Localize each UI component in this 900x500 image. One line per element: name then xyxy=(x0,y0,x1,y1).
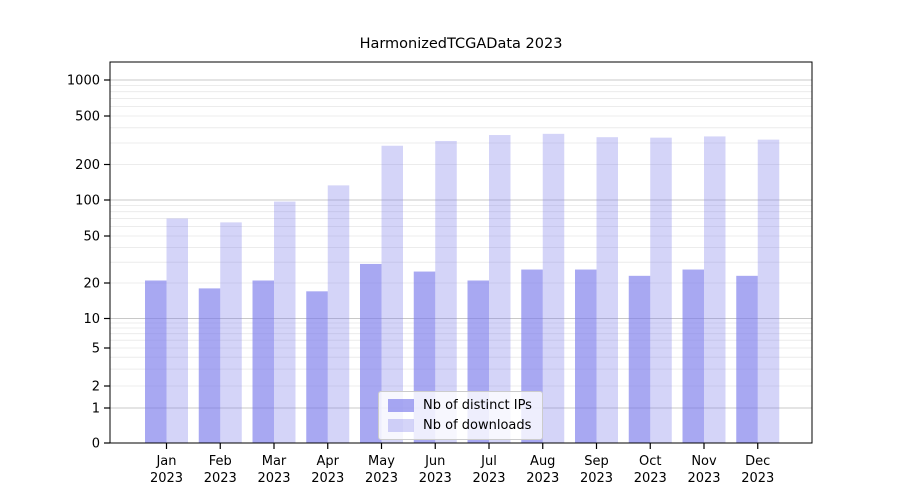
x-tick-label-month: Aug xyxy=(530,454,555,469)
legend: Nb of distinct IPs Nb of downloads xyxy=(378,391,543,440)
plot-border xyxy=(109,61,813,444)
bar-nb-of-downloads-aug xyxy=(542,133,565,443)
y-tick-label: 10 xyxy=(83,312,100,327)
y-tick-label: 1 xyxy=(92,402,100,417)
x-tick-label-month: Sep xyxy=(584,454,609,469)
x-tick-label-year: 2023 xyxy=(634,471,667,486)
bar-nb-of-downloads-oct xyxy=(650,137,672,443)
bar-nb-of-downloads-sep xyxy=(596,137,618,443)
y-tick-label: 2 xyxy=(92,380,100,395)
bar-nb-of-downloads-feb xyxy=(220,222,242,443)
x-tick-label-month: Jun xyxy=(424,454,445,469)
x-tick-label-month: Oct xyxy=(639,454,661,469)
bar-nb-of-downloads-nov xyxy=(704,136,726,443)
y-tick-label: 20 xyxy=(83,277,100,292)
bar-nb-of-distinct-ips-sep xyxy=(575,269,597,443)
x-tick-label-year: 2023 xyxy=(741,471,774,486)
bar-nb-of-distinct-ips-jan xyxy=(145,280,167,443)
bar-nb-of-downloads-jul xyxy=(489,135,511,444)
x-tick-label-year: 2023 xyxy=(419,471,452,486)
x-tick-label-year: 2023 xyxy=(687,471,720,486)
bar-nb-of-downloads-jan xyxy=(166,218,188,443)
y-tick-label: 5 xyxy=(92,342,100,357)
bar-nb-of-downloads-may xyxy=(381,145,403,443)
legend-label-distinct-ips: Nb of distinct IPs xyxy=(423,398,532,413)
x-tick-label-month: Feb xyxy=(209,454,232,469)
bar-nb-of-downloads-jun xyxy=(435,140,457,444)
x-tick-label-year: 2023 xyxy=(257,471,290,486)
bar-nb-of-downloads-apr xyxy=(327,185,350,444)
bar-nb-of-downloads-mar xyxy=(274,201,296,443)
bar-nb-of-distinct-ips-feb xyxy=(198,288,221,443)
legend-swatch-downloads xyxy=(388,419,414,432)
legend-item-downloads: Nb of downloads xyxy=(388,418,532,433)
x-tick-label-year: 2023 xyxy=(472,471,505,486)
x-tick-label-year: 2023 xyxy=(580,471,613,486)
chart-title: HarmonizedTCGAData 2023 xyxy=(359,36,563,52)
x-tick-label-month: Jul xyxy=(480,454,497,469)
x-tick-label-month: Jan xyxy=(155,454,176,469)
x-tick-label-month: Mar xyxy=(262,454,287,469)
bar-nb-of-downloads-dec xyxy=(757,139,780,444)
legend-label-downloads: Nb of downloads xyxy=(423,418,532,433)
y-tick-label: 100 xyxy=(75,194,100,209)
y-tick-label: 200 xyxy=(75,158,100,173)
x-tick-label-year: 2023 xyxy=(365,471,398,486)
x-tick-label-year: 2023 xyxy=(526,471,559,486)
x-tick-label-year: 2023 xyxy=(204,471,237,486)
x-tick-label-month: Nov xyxy=(691,454,717,469)
y-tick-label: 500 xyxy=(75,110,100,125)
x-tick-label-year: 2023 xyxy=(311,471,344,486)
legend-swatch-distinct-ips xyxy=(388,399,414,412)
legend-item-distinct-ips: Nb of distinct IPs xyxy=(388,398,532,413)
y-tick-label: 1000 xyxy=(67,74,100,89)
x-tick-label-month: Apr xyxy=(317,454,340,469)
x-tick-label-month: May xyxy=(368,454,395,469)
bar-nb-of-distinct-ips-dec xyxy=(736,275,758,443)
bar-nb-of-distinct-ips-oct xyxy=(628,275,651,443)
x-tick-label-month: Dec xyxy=(745,454,770,469)
y-tick-label: 50 xyxy=(83,230,100,245)
bar-nb-of-distinct-ips-mar xyxy=(252,280,274,443)
x-tick-label-year: 2023 xyxy=(150,471,183,486)
bar-nb-of-distinct-ips-nov xyxy=(682,269,704,443)
bar-nb-of-distinct-ips-apr xyxy=(306,291,328,443)
bar-nb-of-distinct-ips-may xyxy=(360,263,382,443)
y-tick-label: 0 xyxy=(92,437,100,452)
